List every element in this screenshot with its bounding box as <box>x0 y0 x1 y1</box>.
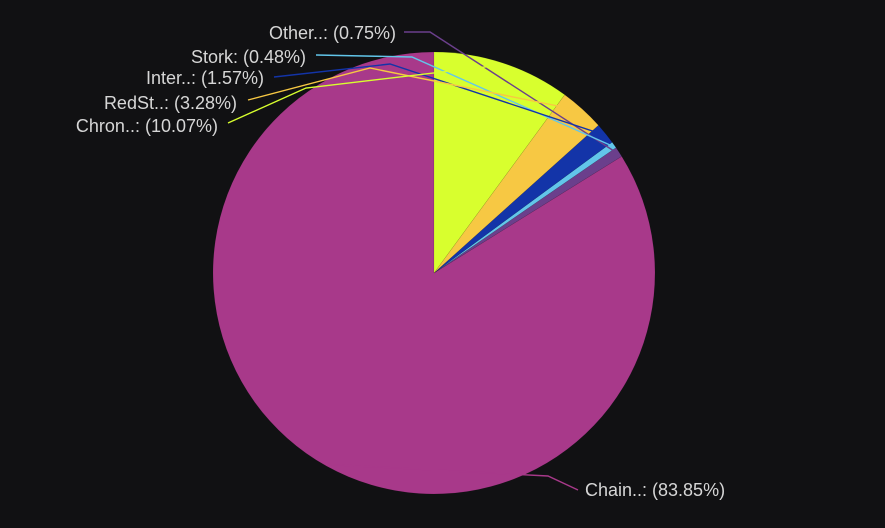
pie-slice-chron[interactable] <box>433 51 566 274</box>
leader-line-inter <box>273 63 605 136</box>
slice-label-inter: Inter..: (1.57%) <box>146 68 264 88</box>
leader-line-redst <box>247 67 582 112</box>
pie-slice-inter[interactable] <box>433 124 613 274</box>
leader-line-chain <box>327 463 579 491</box>
slice-label-chain: Chain..: (83.85%) <box>585 480 725 500</box>
slice-label-chron: Chron..: (10.07%) <box>76 116 218 136</box>
leader-line-stork <box>315 54 613 147</box>
pie-slice-redst[interactable] <box>433 94 599 274</box>
pie-slice-chain[interactable] <box>212 51 656 495</box>
pie-slices <box>212 51 656 495</box>
slice-label-other: Other..: (0.75%) <box>269 23 396 43</box>
slice-label-stork: Stork: (0.48%) <box>191 47 306 67</box>
pie-slice-stork[interactable] <box>433 141 617 274</box>
leader-line-other <box>404 31 618 154</box>
pie-slice-other[interactable] <box>433 147 623 274</box>
pie-leader-lines <box>227 31 618 491</box>
slice-label-redst: RedSt..: (3.28%) <box>104 93 237 113</box>
pie-labels: Chain..: (83.85%) Other..: (0.75%) Stork: … <box>76 23 725 500</box>
leader-line-chron <box>227 64 503 124</box>
